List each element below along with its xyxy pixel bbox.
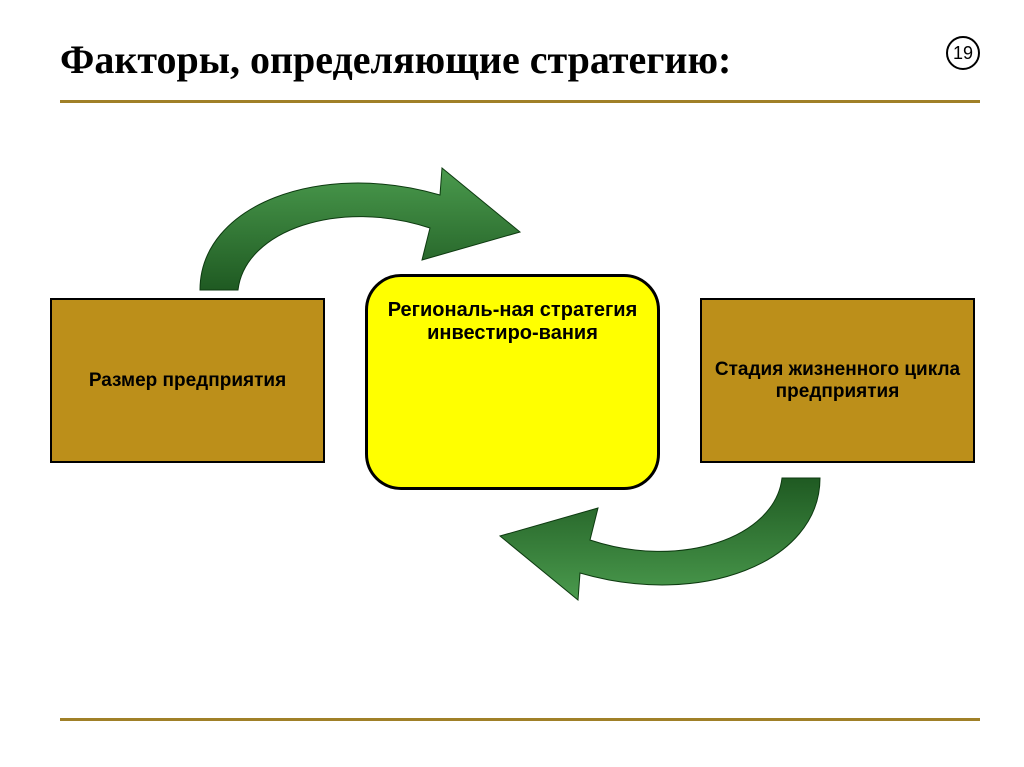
- box-right: Стадия жизненного цикла предприятия: [700, 298, 975, 463]
- page-number-text: 19: [953, 43, 973, 64]
- box-right-text: Стадия жизненного цикла предприятия: [712, 359, 963, 403]
- slide: Факторы, определяющие стратегию: 19 Разм…: [0, 0, 1024, 767]
- page-number: 19: [946, 36, 980, 70]
- arrow-top-body: [200, 168, 520, 290]
- arrow-bottom-body: [500, 478, 820, 600]
- arrow-top: [190, 150, 530, 290]
- box-left-text: Размер предприятия: [89, 370, 286, 392]
- divider-bottom: [60, 718, 980, 721]
- slide-title: Факторы, определяющие стратегию:: [60, 36, 731, 83]
- box-left: Размер предприятия: [50, 298, 325, 463]
- arrow-bottom: [490, 478, 830, 618]
- box-center: Региональ-ная стратегия инвестиро-вания: [365, 274, 660, 490]
- box-center-text: Региональ-ная стратегия инвестиро-вания: [386, 299, 639, 345]
- divider-top: [60, 100, 980, 103]
